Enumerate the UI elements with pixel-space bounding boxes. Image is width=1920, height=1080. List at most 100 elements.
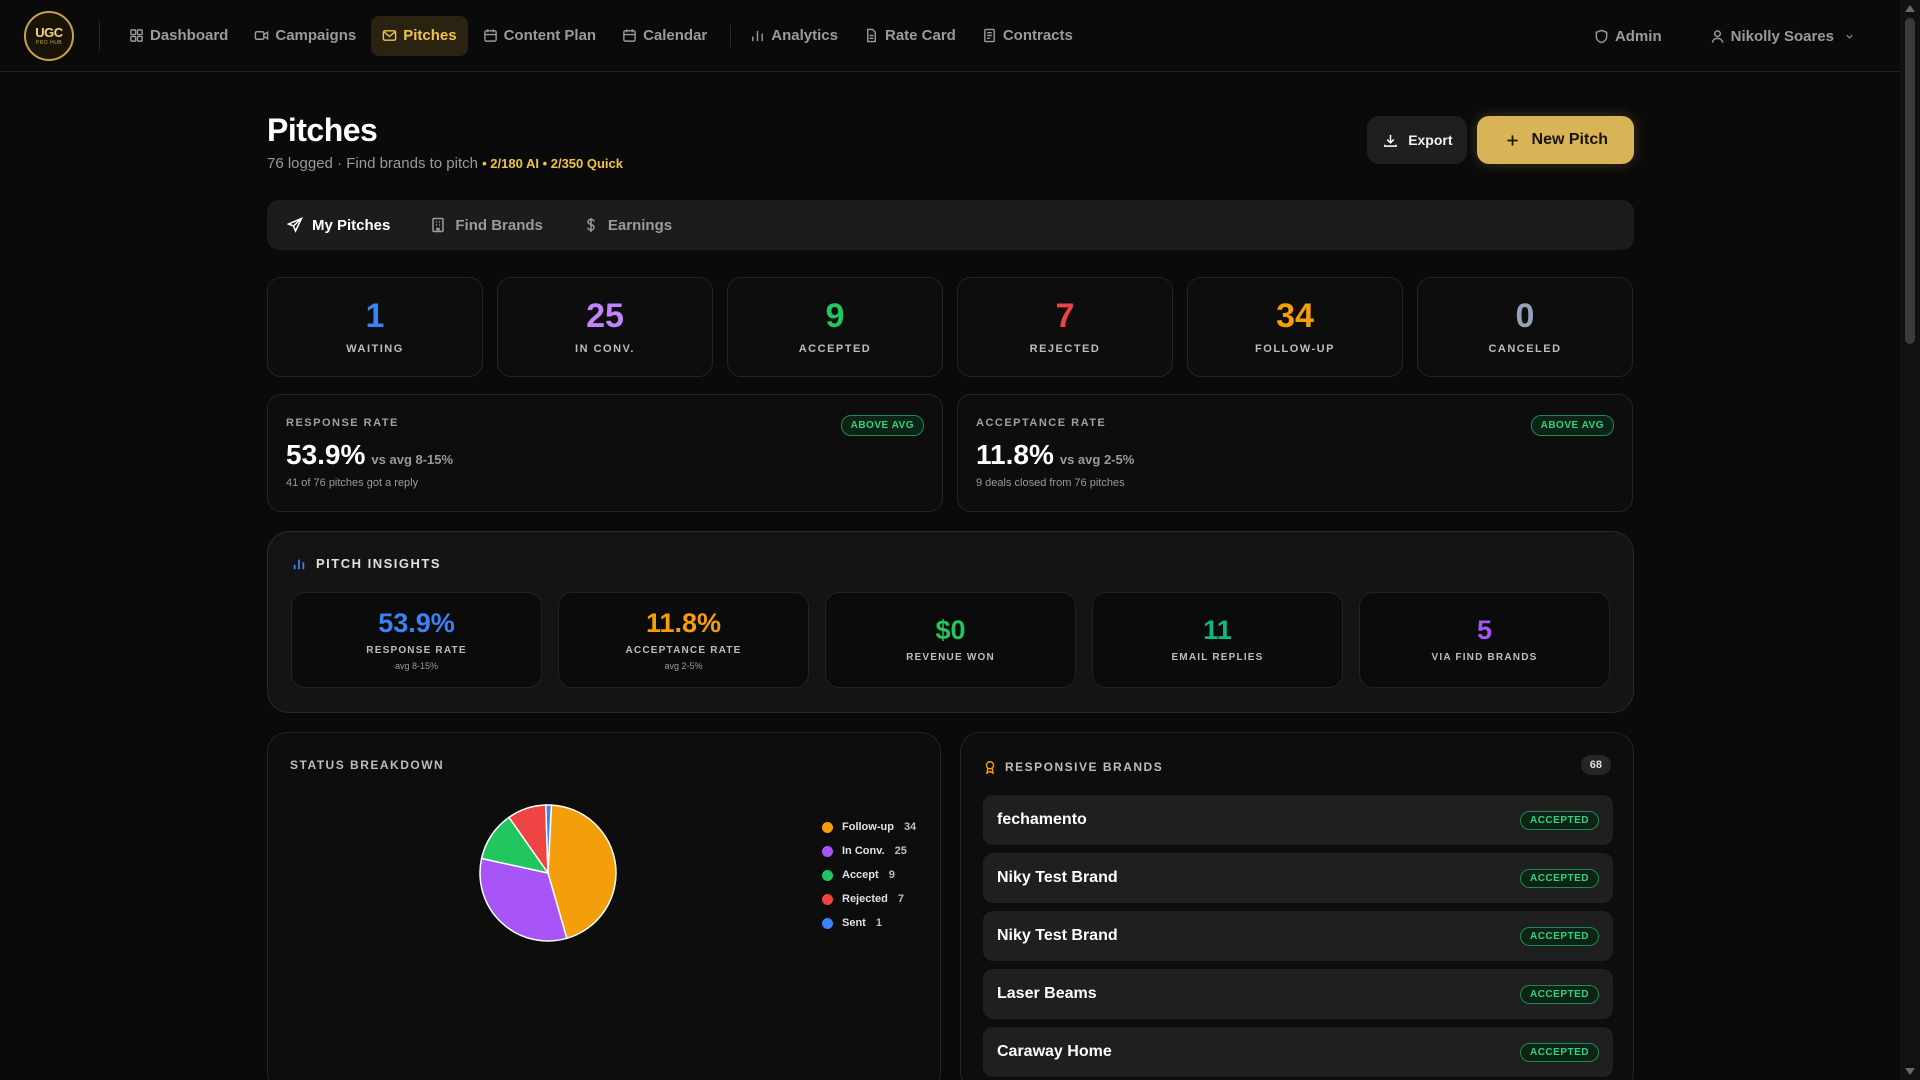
insight-sub: avg 8-15% bbox=[394, 660, 439, 671]
divider bbox=[99, 20, 100, 51]
video-icon bbox=[255, 30, 269, 41]
acceptance-rate-card: ACCEPTANCE RATE 11.8% vs avg 2-5% 9 deals… bbox=[957, 394, 1633, 512]
nav-label: Dashboard bbox=[150, 27, 229, 44]
nav-label: Contracts bbox=[1002, 27, 1073, 44]
stat-label: WAITING bbox=[346, 343, 404, 355]
brand-row[interactable]: Caraway Home ACCEPTED bbox=[983, 1027, 1613, 1077]
stat-label: IN CONV. bbox=[575, 343, 635, 355]
chevron-down-icon bbox=[1846, 34, 1853, 39]
building-icon bbox=[432, 217, 445, 233]
scroll-up-arrow[interactable] bbox=[1905, 5, 1915, 12]
nav-item-dashboard[interactable]: Dashboard bbox=[118, 16, 239, 56]
pie-slice-follow-up[interactable] bbox=[547, 804, 617, 940]
document-icon bbox=[867, 28, 876, 43]
responsive-brands-title: RESPONSIVE BRANDS bbox=[983, 760, 1163, 774]
rate-label: ACCEPTANCE RATE bbox=[976, 417, 1107, 429]
nav-label: Analytics bbox=[771, 27, 838, 44]
insights-title-text: PITCH INSIGHTS bbox=[316, 556, 442, 571]
status-badge: ACCEPTED bbox=[1519, 984, 1599, 1004]
stat-card-follow-up[interactable]: 34 FOLLOW-UP bbox=[1187, 277, 1403, 377]
scroll-down-arrow[interactable] bbox=[1905, 1068, 1915, 1075]
insight-label: EMAIL REPLIES bbox=[1171, 652, 1264, 663]
rate-value: 53.9% bbox=[286, 439, 366, 470]
stat-card-canceled[interactable]: 0 CANCELED bbox=[1417, 277, 1633, 377]
export-button[interactable]: Export bbox=[1367, 116, 1467, 164]
insight-value: $0 bbox=[935, 615, 966, 645]
stat-card-rejected[interactable]: 7 REJECTED bbox=[957, 277, 1173, 377]
stat-value: 34 bbox=[1276, 297, 1314, 335]
response-rate-card: RESPONSE RATE 53.9% vs avg 8-15% 41 of 76… bbox=[267, 394, 943, 512]
subtitle-text: 76 logged · Find brands to pitch bbox=[267, 155, 478, 172]
award-icon bbox=[985, 761, 995, 774]
stat-value: 9 bbox=[825, 297, 845, 335]
legend-item: Follow-up 34 bbox=[822, 815, 916, 839]
brand-row[interactable]: Laser Beams ACCEPTED bbox=[983, 969, 1613, 1019]
brand-name: Niky Test Brand bbox=[997, 927, 1118, 944]
pie-legend: Follow-up 34 In Conv. 25 Accept 9 Rejected 7 Sen… bbox=[822, 815, 916, 935]
mail-icon bbox=[382, 30, 397, 41]
rate-comparison: vs avg 8-15% bbox=[371, 452, 454, 467]
brand-row[interactable]: Niky Test Brand ACCEPTED bbox=[983, 911, 1613, 961]
calendar-icon bbox=[483, 29, 497, 42]
legend-swatch bbox=[822, 893, 833, 905]
tab-find-brands[interactable]: Find Brands bbox=[430, 217, 543, 234]
brand-count-badge: 68 bbox=[1580, 755, 1611, 775]
brand-row[interactable]: fechamento ACCEPTED bbox=[983, 795, 1613, 845]
brand-row[interactable]: Niky Test Brand ACCEPTED bbox=[983, 853, 1613, 903]
pie-slice-in-conv[interactable] bbox=[479, 857, 568, 942]
brand-name: Niky Test Brand bbox=[997, 869, 1118, 886]
legend-label: Sent bbox=[842, 917, 866, 929]
legend-label: Rejected bbox=[842, 893, 888, 905]
nav-item-calendar[interactable]: Calendar bbox=[611, 16, 718, 56]
tab-label: Find Brands bbox=[455, 216, 543, 234]
legend-swatch bbox=[822, 821, 833, 833]
nav-item-pitches[interactable]: Pitches bbox=[371, 15, 468, 56]
nav-item-content-plan[interactable]: Content Plan bbox=[472, 16, 608, 56]
shield-icon bbox=[1595, 29, 1608, 43]
page-subtitle: 76 logged · Find brands to pitch • 2/180… bbox=[267, 155, 623, 172]
calendar-icon bbox=[623, 29, 636, 42]
new-pitch-label: New Pitch bbox=[1531, 131, 1608, 148]
legend-value: 34 bbox=[903, 821, 917, 833]
stat-card-waiting[interactable]: 1 WAITING bbox=[267, 277, 483, 377]
scroll-thumb[interactable] bbox=[1905, 18, 1915, 344]
tab-earnings[interactable]: Earnings bbox=[583, 217, 672, 234]
legend-value: 7 bbox=[897, 893, 904, 905]
legend-item: In Conv. 25 bbox=[822, 839, 916, 863]
rate-label: RESPONSE RATE bbox=[286, 417, 399, 429]
legend-value: 1 bbox=[875, 917, 882, 929]
scrollbar[interactable] bbox=[1900, 0, 1920, 1080]
nav-item-campaigns[interactable]: Campaigns bbox=[243, 16, 367, 56]
brand-name: fechamento bbox=[997, 811, 1087, 828]
nav-right: Admin Nikolly Soares bbox=[1583, 16, 1870, 56]
insight-sub: avg 2-5% bbox=[664, 660, 703, 671]
stat-label: ACCEPTED bbox=[798, 343, 872, 355]
stat-card-in-conv[interactable]: 25 IN CONV. bbox=[497, 277, 713, 377]
new-pitch-button[interactable]: New Pitch bbox=[1476, 116, 1634, 164]
tab-my-pitches[interactable]: My Pitches bbox=[287, 217, 390, 234]
rate-value-row: 11.8% vs avg 2-5% bbox=[976, 439, 1632, 471]
plus-icon bbox=[1506, 134, 1518, 146]
insight-cards: 53.9% RESPONSE RATE avg 8-15% 11.8% ACCE… bbox=[291, 592, 1610, 688]
nav-label: Pitches bbox=[403, 27, 457, 44]
app-logo[interactable]: UGC PRO HUB bbox=[24, 10, 74, 61]
status-breakdown-panel: STATUS BREAKDOWN Follow-up 34 In Conv. 25 Ac… bbox=[267, 732, 941, 1080]
above-avg-badge: ABOVE AVG bbox=[840, 415, 924, 436]
admin-label: Admin bbox=[1614, 27, 1662, 45]
export-label: Export bbox=[1408, 132, 1453, 148]
nav-item-analytics[interactable]: Analytics bbox=[739, 16, 849, 56]
insight-label: REVENUE WON bbox=[906, 652, 995, 663]
header-actions: Export New Pitch bbox=[1367, 116, 1634, 164]
status-badge: ACCEPTED bbox=[1519, 868, 1599, 888]
nav-item-contracts[interactable]: Contracts bbox=[971, 16, 1084, 56]
admin-link[interactable]: Admin bbox=[1583, 16, 1673, 56]
page-title: Pitches bbox=[267, 112, 378, 148]
bar-chart-icon bbox=[752, 30, 764, 42]
user-menu[interactable]: Nikolly Soares bbox=[1699, 16, 1866, 56]
pie-slice-sent[interactable] bbox=[545, 804, 553, 874]
status-badge: ACCEPTED bbox=[1519, 926, 1599, 946]
insight-value: 11.8% bbox=[645, 607, 722, 638]
nav-item-rate-card[interactable]: Rate Card bbox=[853, 16, 967, 56]
status-badge: ACCEPTED bbox=[1519, 1042, 1599, 1062]
stat-card-accepted[interactable]: 9 ACCEPTED bbox=[727, 277, 943, 377]
